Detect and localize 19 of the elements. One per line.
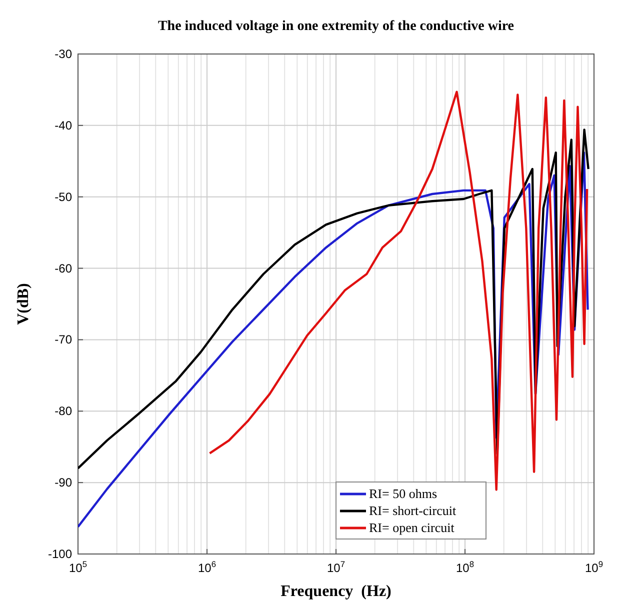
legend-label: RI= 50 ohms bbox=[369, 486, 438, 501]
y-tick-label: -60 bbox=[54, 261, 72, 276]
x-tick-label: 10$^{5}$ bbox=[68, 559, 88, 575]
legend-label: RI= short-circuit bbox=[369, 503, 457, 518]
x-tick-label: 10$^{9}$ bbox=[584, 559, 604, 575]
y-tick-label: -40 bbox=[54, 118, 72, 132]
y-tick-label: -90 bbox=[54, 476, 72, 490]
legend-label: RI= open circuit bbox=[369, 520, 455, 535]
y-tick-label: -70 bbox=[54, 332, 72, 347]
x-axis-title: Frequency (Hz) bbox=[280, 583, 392, 600]
y-tick-label: -30 bbox=[54, 47, 72, 61]
x-tick-label: 10$^{6}$ bbox=[198, 559, 216, 575]
y-tick-label: -100 bbox=[48, 547, 72, 561]
x-tick-label: 10$^{7}$ bbox=[326, 559, 346, 575]
x-tick-label: 10$^{8}$ bbox=[456, 559, 474, 575]
y-tick-label: -80 bbox=[54, 404, 72, 418]
y-axis-title: V(dB) bbox=[15, 283, 32, 325]
y-tick-label: -50 bbox=[54, 190, 72, 204]
chart-title: The induced voltage in one extremity of the conductive wire bbox=[158, 19, 514, 34]
